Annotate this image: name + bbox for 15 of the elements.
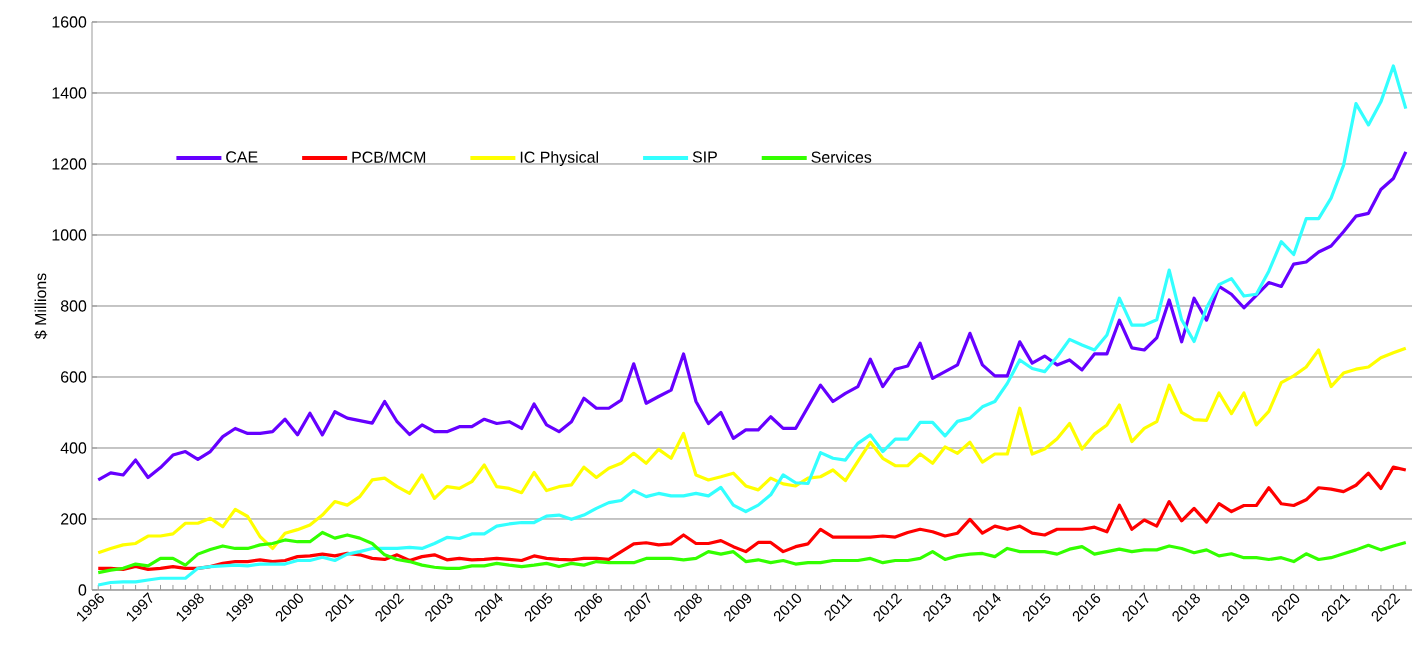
line-series [96, 346, 1408, 555]
y-axis-title: $ Millions [34, 273, 48, 340]
y-tick-label: 600 [61, 371, 87, 383]
legend-label: IC Physical [520, 151, 598, 166]
y-tick-label: 200 [61, 513, 87, 525]
y-tick-label: 1200 [52, 158, 87, 170]
legend-label: PCB/MCM [352, 151, 426, 163]
y-tick-label: 400 [60, 442, 87, 454]
y-tick-label: 1600 [52, 16, 87, 28]
y-tick-label: 1400 [52, 87, 87, 99]
legend-label: CAE [226, 151, 258, 163]
y-tick-label: 1000 [52, 229, 87, 241]
legend-label: SIP [692, 151, 717, 163]
legend-label: Services [811, 151, 872, 163]
y-tick-label: 800 [60, 300, 87, 312]
